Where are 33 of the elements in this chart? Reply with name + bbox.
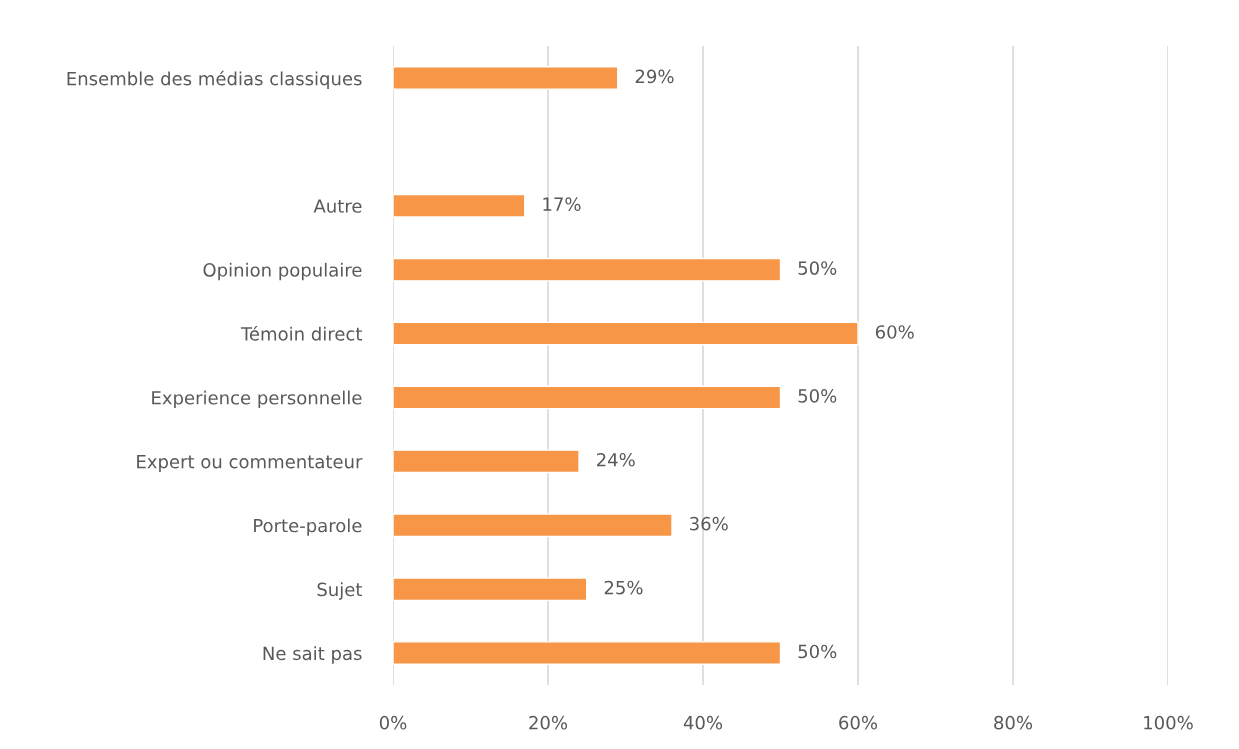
bar: [393, 577, 588, 602]
bar: [393, 641, 782, 665]
bar: [393, 321, 859, 346]
bar: [393, 385, 782, 410]
bar: [393, 449, 580, 474]
data-label: 36%: [690, 516, 728, 531]
data-label: 24%: [596, 452, 635, 467]
data-label: 50%: [798, 389, 837, 403]
bar: [393, 513, 673, 538]
bar: [393, 66, 619, 90]
data-label: 25%: [604, 580, 643, 595]
y-tick-label: Expert ou commentateur: [137, 455, 363, 472]
y-tick-label: Sujet: [317, 582, 363, 600]
x-tick-label: 20%: [529, 715, 568, 730]
y-tick-label: Témoin direct: [240, 325, 363, 341]
data-label: 29%: [635, 69, 674, 84]
x-tick-label: 40%: [683, 715, 723, 730]
data-label: 50%: [798, 261, 837, 275]
y-tick-label: Opinion populaire: [203, 262, 362, 281]
x-tick-label: 80%: [994, 715, 1033, 730]
data-label: 17%: [543, 197, 581, 211]
y-tick-label: Porte-parole: [254, 518, 362, 536]
data-label: 50%: [798, 644, 837, 659]
y-tick-label: Autre: [313, 199, 362, 213]
y-tick-label: Ensemble des médias classiques: [67, 70, 362, 89]
data-label: 60%: [875, 325, 914, 339]
bar: [393, 193, 526, 218]
x-tick-label: 0%: [379, 715, 407, 730]
y-tick-label: Experience personnelle: [152, 390, 362, 409]
y-tick-label: Ne sait pas: [263, 646, 362, 664]
x-tick-label: 60%: [839, 715, 878, 730]
x-tick-label: 100%: [1144, 715, 1193, 730]
bar: [393, 257, 782, 282]
